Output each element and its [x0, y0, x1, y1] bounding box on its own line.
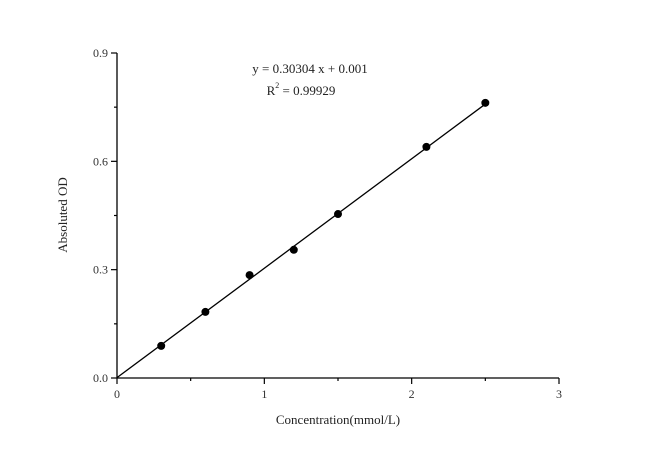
- y-axis-title: Absoluted OD: [55, 177, 70, 252]
- data-point: [334, 210, 342, 219]
- data-point: [289, 245, 298, 254]
- fit-equation: y = 0.30304 x + 0.001: [252, 61, 367, 76]
- y-tick-label: 0.3: [93, 263, 108, 277]
- x-axis-title: Concentration(mmol/L): [276, 412, 400, 427]
- r-squared-superscript: 2: [275, 81, 279, 90]
- regression-line: [116, 103, 486, 379]
- data-point: [481, 98, 490, 107]
- data-point: [245, 271, 254, 280]
- y-tick-label: 0.0: [93, 371, 108, 385]
- x-tick-label: 0: [114, 387, 120, 401]
- y-tick-label: 0.6: [93, 154, 108, 168]
- r-squared-value: = 0.99929: [279, 83, 335, 98]
- axes: 0 1 2 3 0.0 0.3 0.6 0.9: [93, 46, 562, 401]
- fit-line: [116, 103, 486, 379]
- x-tick-label: 2: [409, 387, 415, 401]
- data-points: [157, 98, 490, 350]
- data-point: [157, 341, 166, 350]
- x-tick-label: 1: [261, 387, 267, 401]
- y-tick-label: 0.9: [93, 46, 108, 60]
- r-squared-label: R: [267, 83, 276, 98]
- data-point: [201, 307, 210, 316]
- x-tick-label: 3: [556, 387, 562, 401]
- data-point: [422, 142, 431, 151]
- r-squared: R2 = 0.99929: [267, 81, 336, 98]
